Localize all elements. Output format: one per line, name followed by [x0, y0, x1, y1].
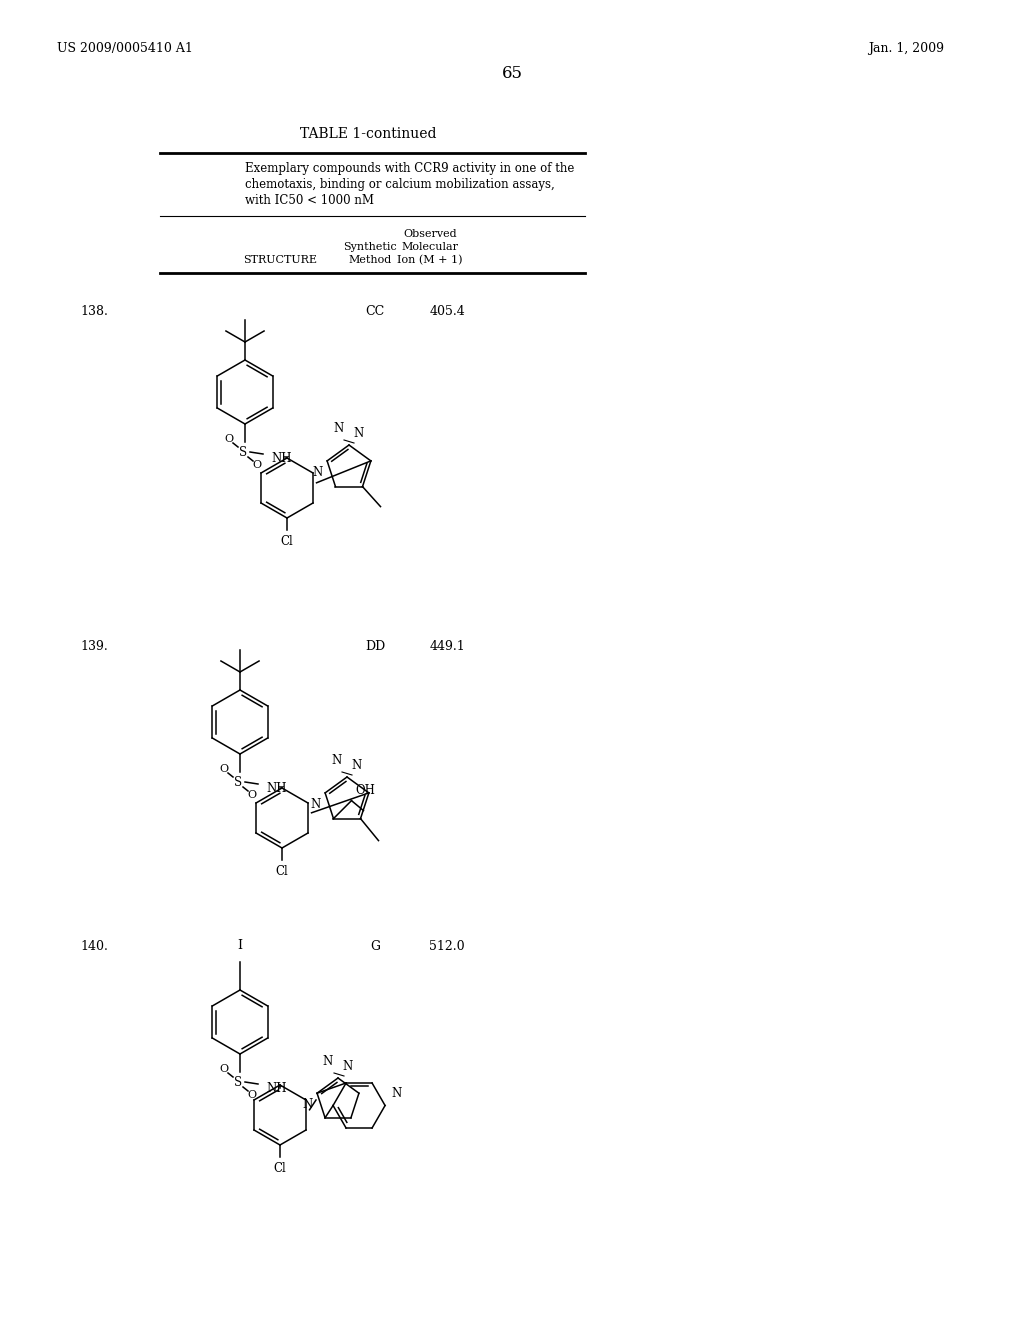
Text: Cl: Cl	[275, 865, 289, 878]
Text: OH: OH	[355, 784, 376, 797]
Text: chemotaxis, binding or calcium mobilization assays,: chemotaxis, binding or calcium mobilizat…	[245, 178, 555, 191]
Text: Molecular: Molecular	[401, 242, 459, 252]
Text: G: G	[370, 940, 380, 953]
Text: Cl: Cl	[281, 535, 293, 548]
Text: Ion (M + 1): Ion (M + 1)	[397, 255, 463, 265]
Text: S: S	[233, 776, 242, 788]
Text: 405.4: 405.4	[429, 305, 465, 318]
Text: N: N	[354, 426, 365, 440]
Text: Jan. 1, 2009: Jan. 1, 2009	[868, 42, 944, 55]
Text: Synthetic: Synthetic	[343, 242, 397, 252]
Text: 140.: 140.	[80, 940, 108, 953]
Text: N: N	[311, 799, 322, 812]
Text: NH: NH	[266, 1081, 287, 1094]
Text: STRUCTURE: STRUCTURE	[243, 255, 317, 265]
Text: CC: CC	[366, 305, 385, 318]
Text: NH: NH	[266, 781, 287, 795]
Text: N: N	[332, 754, 342, 767]
Text: NH: NH	[271, 451, 292, 465]
Text: 512.0: 512.0	[429, 940, 465, 953]
Text: O: O	[248, 1090, 257, 1100]
Text: Observed: Observed	[403, 228, 457, 239]
Text: O: O	[253, 459, 261, 470]
Text: Cl: Cl	[273, 1162, 287, 1175]
Text: 449.1: 449.1	[429, 640, 465, 653]
Text: Method: Method	[348, 255, 391, 265]
Text: DD: DD	[365, 640, 385, 653]
Text: N: N	[352, 759, 362, 772]
Text: N: N	[343, 1060, 353, 1073]
Text: O: O	[219, 1064, 228, 1074]
Text: S: S	[233, 1076, 242, 1089]
Text: O: O	[219, 764, 228, 774]
Text: 138.: 138.	[80, 305, 108, 318]
Text: 65: 65	[502, 65, 522, 82]
Text: with IC50 < 1000 nM: with IC50 < 1000 nM	[245, 194, 374, 207]
Text: Exemplary compounds with CCR9 activity in one of the: Exemplary compounds with CCR9 activity i…	[245, 162, 574, 176]
Text: N: N	[303, 1098, 313, 1111]
Text: 139.: 139.	[80, 640, 108, 653]
Text: TABLE 1-continued: TABLE 1-continued	[300, 127, 436, 141]
Text: O: O	[248, 789, 257, 800]
Text: N: N	[313, 466, 324, 479]
Text: N: N	[323, 1055, 333, 1068]
Text: I: I	[238, 939, 243, 952]
Text: N: N	[334, 422, 344, 436]
Text: S: S	[239, 446, 247, 458]
Text: N: N	[391, 1086, 401, 1100]
Text: O: O	[224, 434, 233, 444]
Text: US 2009/0005410 A1: US 2009/0005410 A1	[57, 42, 193, 55]
